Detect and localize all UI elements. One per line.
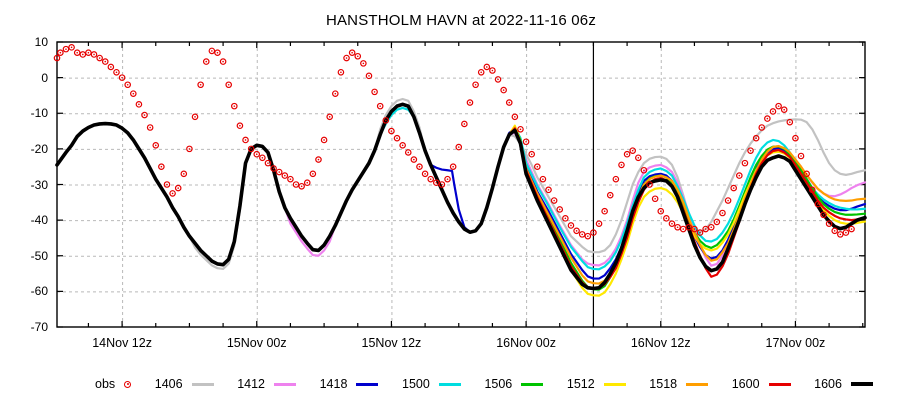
x-tick-label: 15Nov 12z [361, 336, 422, 350]
chart-title: HANSTHOLM HAVN at 2022-11-16 06z [325, 12, 597, 29]
legend-label: 1600 [731, 377, 760, 391]
legend-label: 1506 [484, 377, 513, 391]
x-tick-label: 14Nov 12z [92, 336, 152, 350]
legend-label: obs [95, 377, 116, 391]
legend-line-swatch [603, 382, 626, 386]
legend-item-1600: 1600 [732, 377, 791, 391]
legend-item-1512: 1512 [567, 377, 626, 391]
y-tick-label: -70 [30, 320, 48, 334]
legend-item-1500: 1500 [402, 377, 461, 391]
y-tick-label: -50 [30, 248, 48, 263]
legend-line-swatch [274, 382, 296, 386]
x-tick-label: 17Nov 00z [765, 336, 826, 350]
y-tick-label: -60 [30, 284, 48, 299]
legend-item-1406: 1406 [155, 377, 214, 391]
y-tick-label: -40 [30, 213, 48, 228]
x-tick-label: 16Nov 00z [496, 336, 556, 350]
legend-label: 1406 [154, 377, 183, 391]
y-tick-label: 10 [34, 35, 48, 49]
x-tick-label: 16Nov 12z [630, 336, 691, 350]
legend-label: 1418 [319, 377, 348, 391]
y-tick-label: -30 [30, 177, 48, 192]
legend-line-swatch [768, 382, 791, 386]
x-tick-label: 15Nov 00z [226, 336, 287, 350]
legend-label: 1412 [237, 377, 265, 391]
legend-line-swatch [438, 382, 461, 386]
legend-item-1412: 1412 [237, 377, 296, 391]
legend-item-obs: obs [95, 377, 132, 391]
legend-line-swatch [686, 382, 709, 386]
y-tick-label: 0 [41, 70, 48, 85]
legend-item-1506: 1506 [484, 377, 544, 391]
legend-label: 1606 [814, 377, 842, 391]
chart-legend: obs 1406 1412 1418 1500 1506 1512 1518 1600 1606 [95, 377, 873, 391]
legend-label: 1500 [402, 377, 430, 391]
legend-item-1518: 1518 [649, 377, 709, 391]
legend-line-swatch [850, 382, 873, 386]
legend-line-swatch [356, 382, 379, 386]
y-tick-label: -20 [30, 141, 48, 156]
legend-item-1606: 1606 [814, 377, 873, 391]
legend-item-1418: 1418 [320, 377, 379, 391]
obs-marker-icon [124, 380, 132, 388]
legend-label: 1512 [566, 377, 595, 391]
legend-label: 1518 [649, 377, 678, 391]
legend-line-swatch [521, 382, 544, 386]
y-tick-label: -10 [30, 106, 48, 121]
legend-line-swatch [191, 382, 214, 386]
